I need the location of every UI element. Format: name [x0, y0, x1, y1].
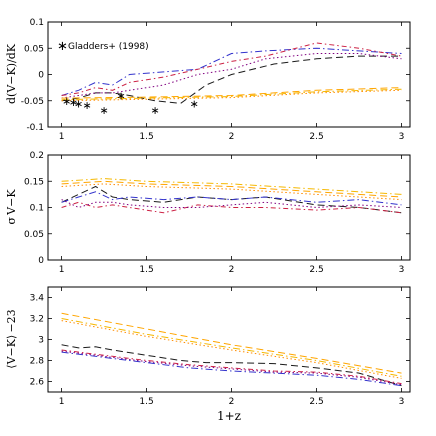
series-line-3	[61, 201, 402, 214]
series-layer	[61, 178, 402, 214]
x-tick-label: 1	[59, 265, 65, 275]
y-tick-label: 2.8	[30, 357, 45, 367]
x-tick-label: 2.5	[309, 265, 323, 275]
x-axis-title: 1+z	[217, 409, 241, 423]
series-line-2	[61, 191, 402, 206]
series-layer	[61, 312, 402, 387]
scatter-point: ∗	[99, 104, 108, 117]
x-tick-label: 1.5	[139, 397, 153, 407]
x-tick-label: 2.5	[309, 397, 323, 407]
series-line-1	[61, 344, 402, 387]
scatter-layer: ∗∗∗ ∗ ∗∗∗∗	[62, 90, 199, 118]
y-tick-label: -0.05	[21, 97, 44, 107]
series-line-2	[61, 351, 402, 387]
scatter-point: ∗	[82, 99, 91, 112]
y-axis-title: d(V−K)/dK	[5, 43, 18, 104]
x-tick-label: 2	[229, 397, 235, 407]
x-tick-label: 2.5	[309, 132, 323, 142]
y-tick-label: 0.05	[24, 44, 44, 54]
series-line-6	[61, 178, 402, 195]
y-tick-label: 0	[38, 256, 44, 266]
series-line-7	[61, 320, 402, 379]
series-line-1	[61, 185, 402, 214]
series-line-7	[61, 89, 402, 102]
tick-layer: 1 1.5 2 2.5 3 2.6 2.8 3 3.2 3.4	[30, 287, 410, 407]
x-tick-label: 2	[229, 132, 235, 142]
series-line-6	[61, 88, 402, 101]
y-tick-label: 0.1	[30, 18, 44, 28]
y-tick-label: 2.6	[30, 378, 45, 388]
x-tick-label: 3	[399, 265, 405, 275]
series-line-5	[61, 87, 402, 99]
x-tick-label: 1	[59, 132, 65, 142]
y-axis-title: σ V−K	[5, 189, 18, 225]
series-line-3	[61, 349, 402, 385]
x-tick-label: 3	[399, 132, 405, 142]
y-tick-label: 0.2	[30, 151, 44, 161]
series-line-5	[61, 312, 402, 374]
scatter-point: ∗	[74, 97, 83, 110]
y-tick-label: 3.2	[30, 315, 44, 325]
x-tick-label: 3	[399, 397, 405, 407]
plot-frame	[47, 286, 411, 393]
legend-marker: ∗	[57, 39, 68, 54]
x-tick-label: 1.5	[139, 265, 153, 275]
series-line-2	[61, 47, 402, 96]
x-tick-label: 1	[59, 397, 65, 407]
panel-bottom: 1 1.5 2 2.5 3 2.6 2.8 3 3.2 3.4 ⟨V−K⟩ −23 1+z	[5, 286, 411, 423]
scatter-point: ∗	[150, 104, 159, 117]
series-line-7	[61, 183, 402, 201]
scatter-point: ∗	[116, 90, 125, 103]
y-tick-label: 3	[38, 336, 44, 346]
tick-layer: 1 1.5 2 2.5 3 -0.1 -0.05 0 0.05 0.1	[21, 18, 410, 142]
series-line-4	[61, 199, 402, 209]
y-tick-label: 0	[38, 71, 44, 81]
series-line-4	[61, 53, 402, 99]
tick-layer: 1 1.5 2 2.5 3 0 0.05 0.1 0.15 0.2	[24, 151, 410, 275]
y-axis-title: ⟨V−K⟩ −23	[5, 309, 18, 368]
y-tick-label: 0.05	[24, 230, 44, 240]
scatter-point: ∗	[190, 97, 199, 110]
series-line-1	[61, 55, 402, 104]
panel-middle: 1 1.5 2 2.5 3 0 0.05 0.1 0.15 0.2 σ V−K	[5, 151, 411, 275]
series-layer	[61, 42, 402, 104]
scatter-point: ∗	[69, 96, 78, 109]
scatter-point: ∗	[62, 95, 71, 108]
legend-label: Gladders+ (1998)	[68, 42, 149, 52]
y-tick-label: 0.1	[30, 204, 44, 214]
x-tick-label: 1.5	[139, 132, 153, 142]
series-line-4	[61, 350, 402, 386]
y-tick-label: 3.4	[30, 294, 45, 304]
series-line-5	[61, 180, 402, 198]
y-tick-label: 0.15	[24, 177, 44, 187]
x-tick-label: 2	[229, 265, 235, 275]
y-tick-label: -0.1	[26, 123, 44, 133]
